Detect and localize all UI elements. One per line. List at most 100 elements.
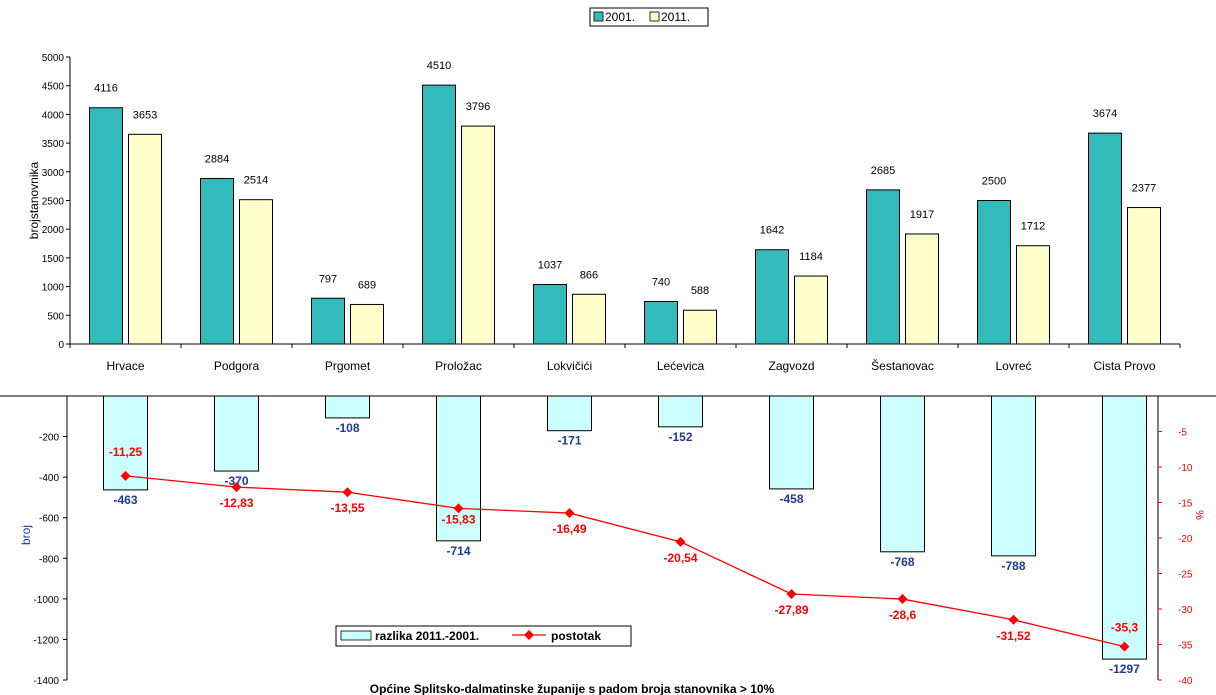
data-label-2011: 1184	[799, 251, 823, 263]
category-label: Hrvace	[106, 359, 144, 373]
data-label-2001: 4116	[94, 83, 118, 95]
y-tick-label: 0	[58, 340, 64, 351]
pct-marker	[453, 503, 464, 514]
bar-2011	[905, 233, 939, 345]
legend-label-2011: 2011.	[661, 10, 690, 24]
data-label-2001: 1037	[538, 259, 562, 271]
diff-bar	[214, 395, 259, 472]
data-label-2001: 2685	[871, 165, 895, 177]
data-label-2001: 4510	[427, 60, 451, 72]
category-label: Lokvičići	[547, 359, 592, 373]
data-label-2011: 866	[580, 269, 598, 281]
data-label-2001: 1642	[760, 225, 784, 237]
legend-swatch-diff	[340, 630, 372, 641]
left-axis-title: broj	[19, 525, 33, 545]
bar-2011	[683, 309, 717, 345]
right-tick-label: -40	[1178, 676, 1193, 687]
data-label-2011: 588	[691, 285, 709, 297]
diff-label: -463	[113, 493, 137, 507]
diff-bar	[436, 395, 481, 542]
bar-2001	[89, 107, 123, 345]
right-axis-title: %	[1193, 510, 1205, 520]
diff-bar	[991, 395, 1036, 557]
bar-2011	[794, 275, 828, 345]
pct-label: -31,52	[996, 629, 1030, 643]
diff-label: -370	[224, 474, 248, 488]
population-bar-chart: 0 500 1000 1500 2000 2500 3000 3500 4000 4500 5000…	[27, 53, 1181, 373]
bar-2011	[1016, 245, 1050, 345]
pct-label: -35,3	[1111, 621, 1139, 635]
pct-marker	[1119, 641, 1130, 652]
category-label: Proložac	[435, 359, 482, 373]
pct-marker	[120, 470, 131, 481]
y-tick-label: 3500	[42, 139, 65, 150]
bottom-legend: razlika 2011.-2001. postotak	[335, 625, 632, 647]
data-label-2011: 1712	[1021, 221, 1045, 233]
left-tick-label: -1200	[33, 635, 59, 646]
right-tick-label: -30	[1178, 605, 1193, 616]
diff-bar	[658, 395, 703, 428]
category-label: Šestanovac	[871, 358, 934, 373]
bar-2001	[977, 200, 1011, 345]
category-label: Lovreć	[995, 359, 1031, 373]
category-label: Prgomet	[325, 359, 371, 373]
data-label-2001: 740	[652, 277, 670, 289]
right-tick-label: -15	[1178, 499, 1193, 510]
right-tick-label: -10	[1178, 463, 1193, 474]
data-label-2001: 797	[319, 273, 337, 285]
left-tick-label: -400	[39, 473, 59, 484]
data-label-2001: 2884	[205, 153, 229, 165]
pct-marker	[231, 482, 242, 493]
diff-label: -458	[779, 492, 803, 506]
y-tick-label: 4000	[42, 110, 65, 121]
legend-label-2001: 2001.	[605, 10, 635, 24]
y-tick-label: 4500	[42, 82, 65, 93]
data-label-2011: 1917	[910, 209, 934, 221]
y-tick-label: 2000	[42, 225, 65, 236]
data-label-2011: 689	[358, 279, 376, 291]
diff-bar	[1102, 395, 1147, 660]
bar-2011	[350, 303, 384, 345]
bar-2001	[866, 189, 900, 345]
bar-2001	[533, 283, 567, 345]
left-tick-label: -600	[39, 514, 59, 525]
y-tick-label: 5000	[42, 53, 65, 64]
diff-label: -171	[557, 434, 581, 448]
pct-marker	[1008, 614, 1019, 625]
bar-2001	[200, 177, 234, 345]
left-tick-label: -800	[39, 554, 59, 565]
pct-label: -11,25	[109, 445, 143, 459]
y-tick-label: 2500	[42, 197, 65, 208]
diff-label: -1297	[1109, 662, 1140, 676]
diff-bar	[880, 395, 925, 553]
pct-line	[125, 475, 1125, 648]
right-tick-label: -25	[1178, 570, 1193, 581]
pct-marker	[675, 536, 686, 547]
right-tick-label: -5	[1178, 428, 1187, 439]
pct-label: -13,55	[330, 501, 364, 515]
diff-label: -108	[335, 421, 359, 435]
pct-label: -16,49	[552, 522, 586, 536]
diff-label: -714	[446, 544, 470, 558]
left-tick-label: -200	[39, 433, 59, 444]
data-label-2011: 3653	[133, 109, 157, 121]
y-tick-label: 500	[47, 311, 64, 322]
data-label-2011: 2514	[244, 175, 268, 187]
bar-2011	[128, 133, 162, 345]
bar-2001	[644, 301, 678, 345]
y-tick-label: 3000	[42, 168, 65, 179]
diff-bar	[325, 395, 370, 419]
y-tick-label: 1000	[42, 283, 65, 294]
diff-bar	[769, 395, 814, 490]
bar-2001	[422, 84, 456, 345]
bar-2011	[572, 293, 606, 345]
diff-label: -768	[890, 555, 914, 569]
bar-2001	[1088, 132, 1122, 345]
bar-2011	[461, 125, 495, 345]
left-tick-label: -1400	[33, 676, 59, 687]
y-axis-title: brojstanovnika	[27, 161, 41, 239]
top-legend: 2001. 2011.	[589, 7, 709, 27]
data-label-2011: 3796	[466, 101, 490, 113]
pct-label: -12,83	[219, 496, 253, 510]
